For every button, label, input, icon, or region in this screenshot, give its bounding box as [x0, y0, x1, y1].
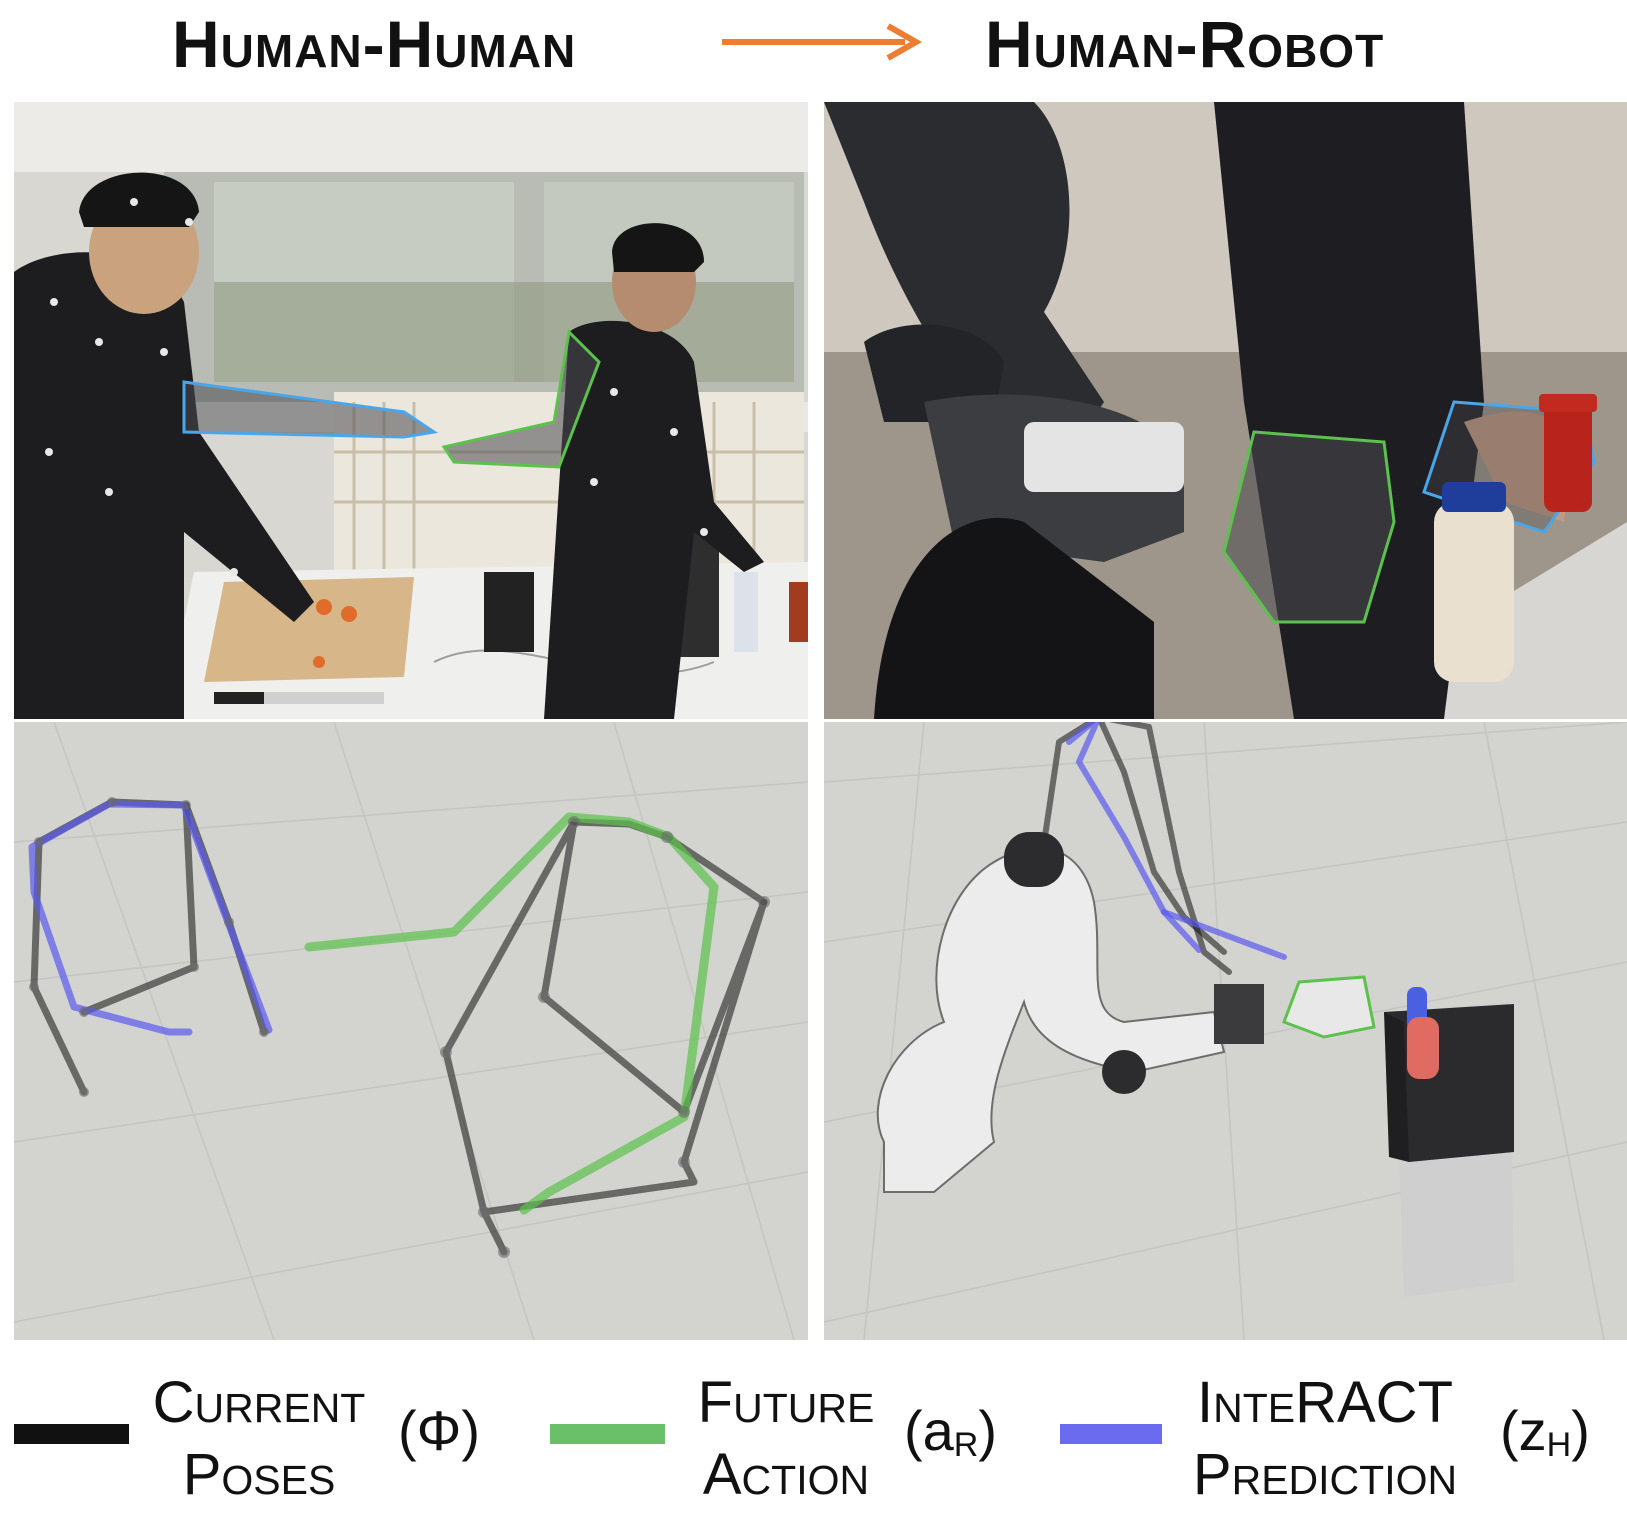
legend-item-future-action: Future Action (aR) — [540, 1370, 1040, 1529]
legend-label-line2: Poses — [182, 1442, 336, 1507]
human-robot-title: Human-Robot — [985, 7, 1385, 81]
human-robot-simulation-panel — [824, 722, 1627, 1340]
legend-symbol: (Φ) — [398, 1399, 480, 1462]
arrow-right-icon — [722, 23, 923, 61]
future-action-swatch — [550, 1424, 665, 1444]
current-poses-swatch — [14, 1424, 129, 1444]
figure-header: Human-Human Human-Robot — [0, 0, 1627, 100]
legend-item-current-poses: Current Poses (Φ) — [0, 1370, 500, 1529]
legend-symbol: (aR) — [904, 1399, 998, 1464]
human-human-skeleton-panel — [14, 722, 808, 1340]
robot-simulation-visualization-icon — [824, 722, 1627, 1340]
legend-symbol: (zH) — [1500, 1399, 1590, 1464]
interact-prediction-swatch — [1060, 1424, 1162, 1444]
legend-item-interact-prediction: InteRACT Prediction (zH) — [1060, 1370, 1627, 1529]
human-robot-photo-panel — [824, 102, 1627, 719]
skeleton-visualization-icon — [14, 722, 808, 1340]
legend-label-line2: Prediction — [1192, 1442, 1458, 1507]
robot-handover-photo-icon — [824, 102, 1627, 719]
legend-label-line1: Current — [152, 1370, 366, 1435]
legend-label-line1: InteRACT — [1197, 1370, 1453, 1435]
human-human-photo-panel — [14, 102, 808, 719]
human-human-title: Human-Human — [172, 7, 577, 81]
legend: Current Poses (Φ) Future Action (aR) Int… — [0, 1370, 1627, 1529]
motion-capture-kitchen-photo-icon — [14, 102, 808, 719]
legend-label-line2: Action — [702, 1442, 870, 1507]
legend-label-line1: Future — [697, 1370, 875, 1435]
